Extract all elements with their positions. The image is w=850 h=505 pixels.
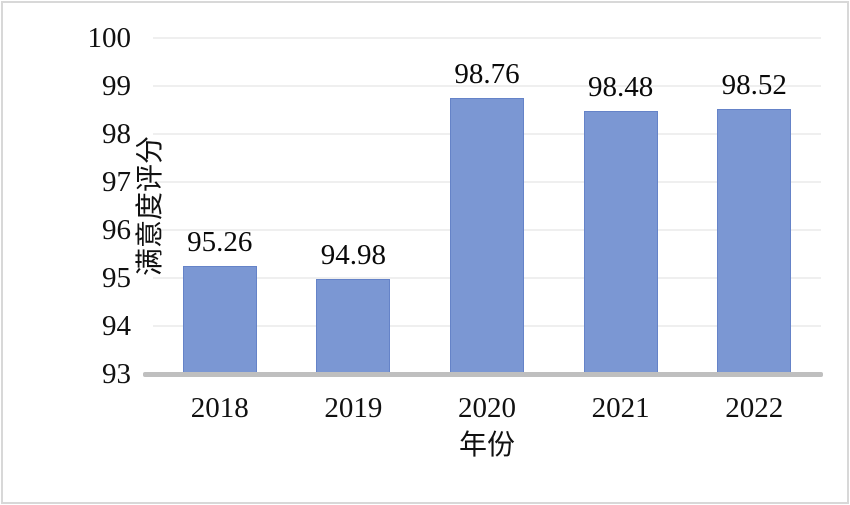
y-tick-label: 93	[102, 358, 131, 390]
value-label-2021: 98.48	[587, 70, 654, 103]
x-tick-label-2020: 2020	[458, 392, 516, 424]
bar-2019	[316, 278, 391, 374]
bar-2021	[583, 110, 658, 374]
x-tick-label-2019: 2019	[324, 392, 383, 424]
gridline	[153, 85, 821, 87]
x-tick-label-2022: 2022	[725, 392, 784, 424]
bar-2018	[182, 265, 257, 374]
value-label-2020: 98.76	[454, 57, 520, 90]
y-tick-label: 97	[102, 166, 131, 198]
y-tick-label: 100	[87, 22, 132, 54]
y-tick-label: 94	[102, 310, 131, 342]
x-axis-title: 年份	[458, 430, 515, 461]
y-tick-label: 95	[102, 262, 131, 294]
y-tick-label: 96	[102, 214, 131, 246]
bar-chart: 93 94 95 96 97 98 99 100 95.26 94.98 98.76 98.48 98…	[3, 3, 847, 502]
x-tick-label-2021: 2021	[591, 392, 650, 424]
value-label-2019: 94.98	[320, 238, 387, 271]
x-tick-label-2018: 2018	[190, 392, 249, 424]
y-tick-label: 98	[102, 118, 131, 150]
gridline	[153, 37, 821, 39]
y-axis-title: 满意度评分	[135, 136, 166, 277]
value-label-2022: 98.52	[721, 69, 787, 102]
value-label-2018: 95.26	[187, 225, 253, 258]
bar-2020	[450, 97, 524, 374]
x-axis-line	[143, 372, 823, 377]
y-tick-label: 99	[102, 70, 131, 102]
bar-2022	[717, 109, 792, 374]
